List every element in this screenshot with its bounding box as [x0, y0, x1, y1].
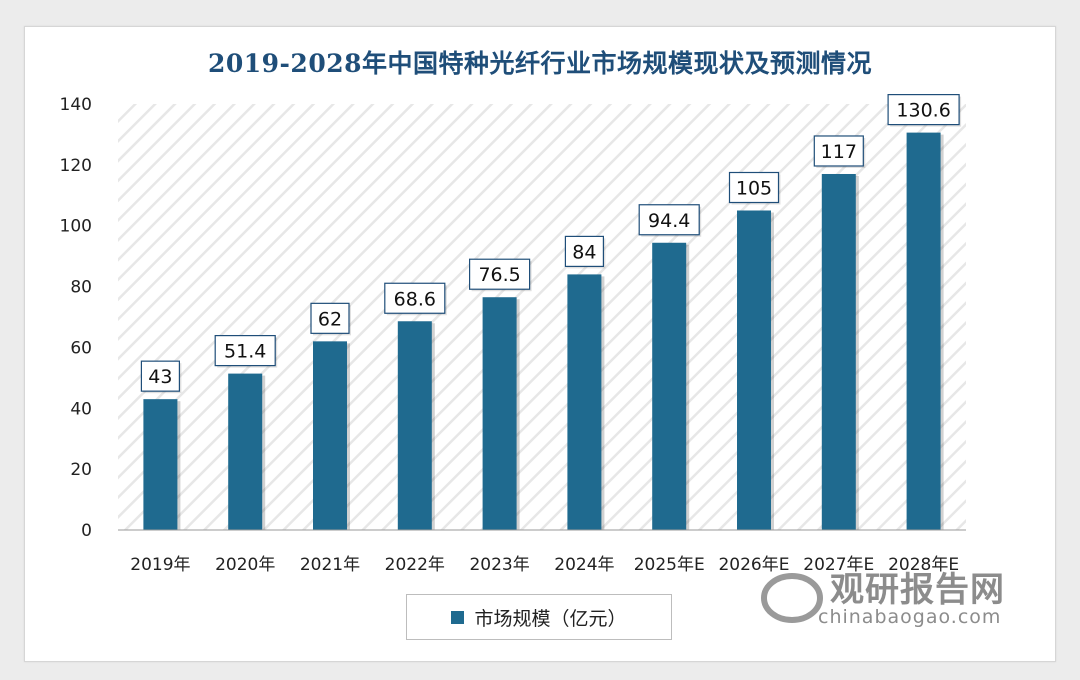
legend-swatch	[451, 610, 465, 624]
bar	[567, 274, 602, 530]
x-tick-label: 2023年	[469, 555, 529, 575]
x-tick-label: 2024年	[554, 555, 614, 575]
data-label: 68.6	[394, 288, 436, 310]
bar	[652, 242, 687, 531]
data-label-box	[469, 258, 531, 290]
data-label: 51.4	[224, 341, 266, 363]
legend: 市场规模（亿元）	[406, 594, 672, 640]
bar	[482, 297, 517, 530]
chart-title: 2019-2028年中国特种光纤行业市场规模现状及预测情况	[207, 49, 873, 78]
data-label-box	[310, 302, 350, 334]
x-tick-label: 2019年	[130, 555, 190, 575]
data-label-box	[813, 135, 864, 167]
data-label-box	[214, 334, 276, 367]
y-tick-label: 60	[70, 338, 92, 358]
data-label: 76.5	[478, 264, 520, 286]
data-label-box	[887, 94, 960, 126]
x-tick-label: 2022年	[385, 555, 445, 575]
x-tick-label: 2028年E	[888, 555, 959, 575]
bar	[737, 210, 771, 530]
y-tick-label: 80	[70, 278, 92, 298]
x-tick-label: 2026年E	[718, 555, 789, 575]
data-label: 117	[821, 141, 857, 163]
watermark-url: chinabaogao.com	[818, 606, 1002, 628]
y-tick-label: 100	[60, 217, 92, 237]
data-label: 130.6	[896, 100, 950, 122]
y-tick-label: 20	[70, 460, 92, 480]
bar	[906, 132, 941, 531]
x-tick-label: 2020年	[215, 555, 275, 575]
bar	[228, 373, 263, 530]
data-label-box	[564, 235, 605, 267]
data-label: 62	[318, 308, 342, 330]
data-label-box	[140, 360, 180, 392]
data-label: 43	[148, 366, 172, 388]
data-label: 105	[736, 178, 772, 200]
bar	[143, 399, 178, 530]
legend-label: 市场规模（亿元）	[474, 607, 627, 630]
watermark-logo-icon	[761, 573, 823, 623]
y-tick-label: 0	[81, 521, 92, 541]
data-label-box	[384, 282, 446, 314]
watermark-name: 观研报告网	[830, 570, 1005, 610]
watermark: 观研报告网 chinabaogao.com	[760, 562, 1040, 636]
y-tick-label: 140	[60, 95, 92, 115]
bar	[313, 341, 347, 530]
x-tick-label: 2021年	[300, 555, 360, 575]
data-label-box	[728, 171, 780, 204]
x-tick-label: 2027年E	[803, 555, 874, 575]
data-label: 84	[572, 241, 596, 263]
bar	[397, 321, 432, 530]
x-tick-label: 2025年E	[634, 555, 705, 575]
bar	[821, 173, 856, 530]
y-tick-label: 120	[60, 156, 92, 176]
data-label-box	[638, 204, 700, 236]
data-label: 94.4	[648, 210, 690, 232]
y-tick-label: 40	[70, 399, 92, 419]
